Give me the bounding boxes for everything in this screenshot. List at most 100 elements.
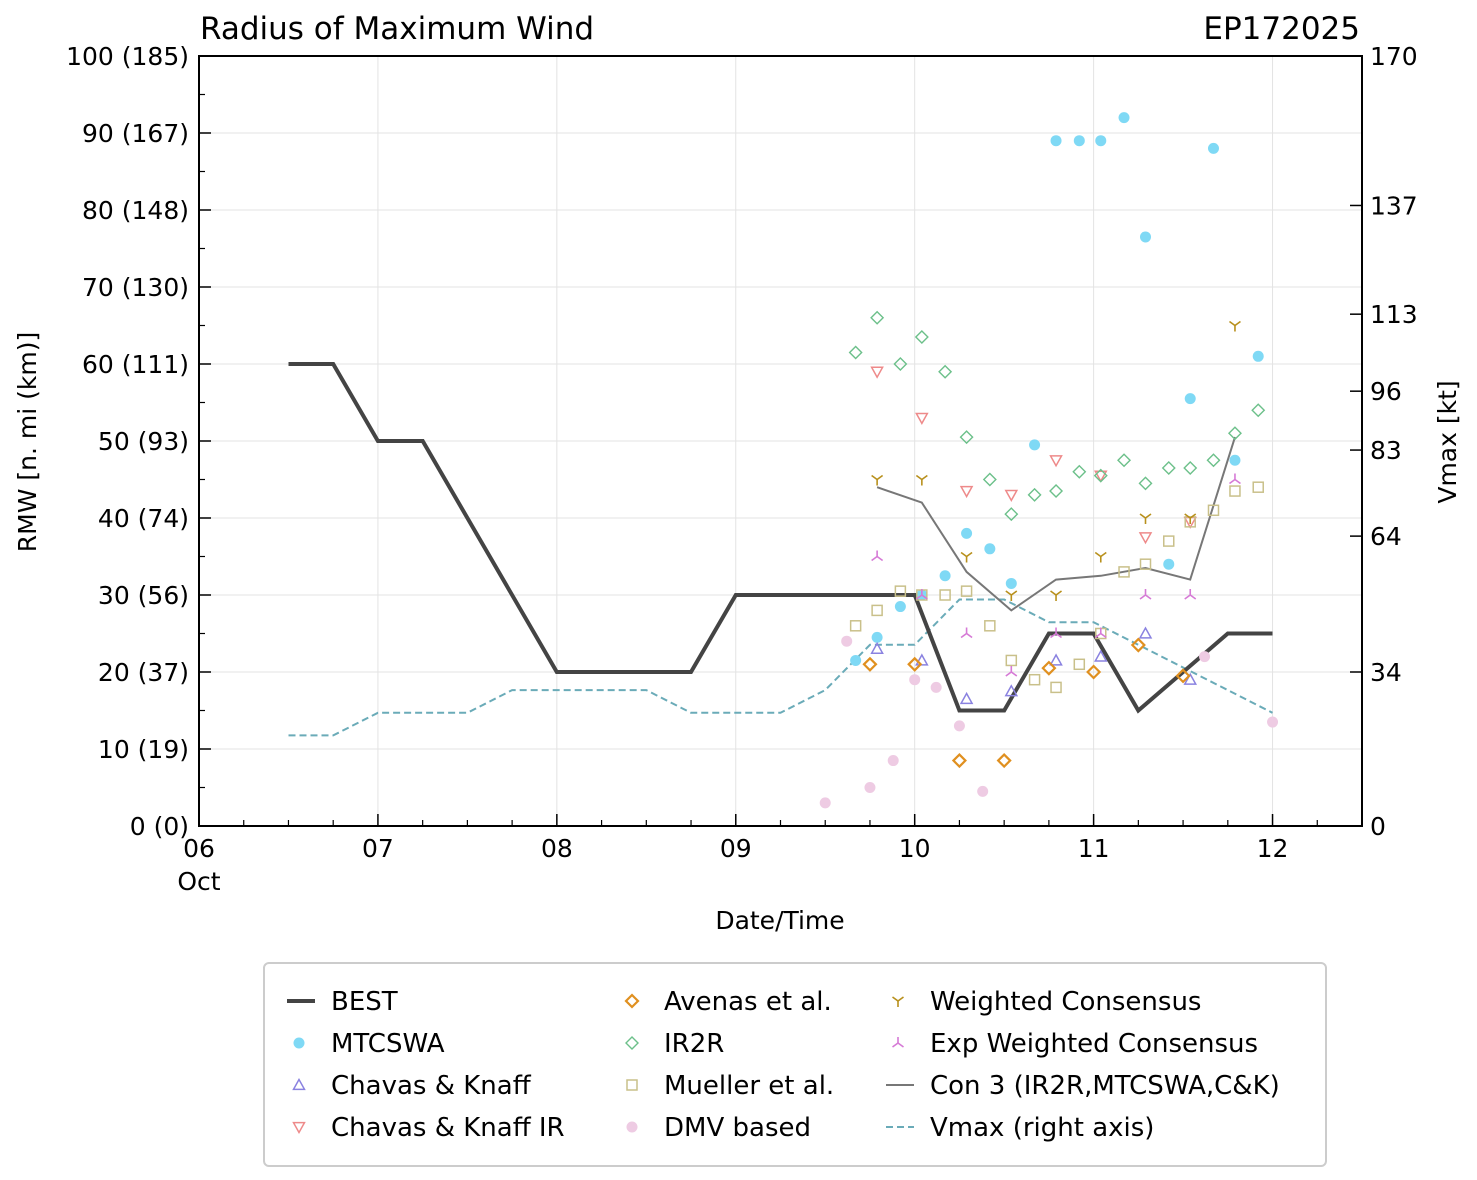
data-point-chavas-knaff-ir — [915, 412, 929, 425]
y-tick-label-left: 60 (111) — [82, 350, 189, 379]
data-point-weighted-consensus — [1228, 320, 1241, 332]
legend-item-con-3-ir2r-mtcswa-c-k: Con 3 (IR2R,MTCSWA,C&K) — [886, 1071, 1280, 1101]
series-ir2r — [848, 310, 1266, 522]
marker-stroke — [1139, 594, 1146, 600]
data-point-ir2r — [893, 357, 908, 371]
y-tick-label-left: 90 (167) — [82, 119, 189, 148]
series-avenas-et-al — [862, 637, 1191, 769]
series-chavas-knaff-ir — [870, 366, 1198, 545]
marker-stroke — [1050, 632, 1057, 639]
data-point-dmv-based — [864, 782, 876, 793]
legend-label: Con 3 (IR2R,MTCSWA,C&K) — [930, 1071, 1280, 1101]
data-point-weighted-consensus — [1005, 590, 1018, 601]
data-point-mueller-et-al — [1050, 681, 1062, 694]
marker-stroke — [1145, 594, 1152, 600]
y-tick-label-right: 64 — [1370, 522, 1402, 551]
legend-box — [263, 962, 1327, 1167]
legend-item-chavas-knaff: Chavas & Knaff — [292, 1071, 532, 1101]
data-point-chavas-knaff — [1093, 649, 1108, 662]
legend-label: Weighted Consensus — [930, 987, 1201, 1017]
legend-swatch — [625, 1036, 639, 1050]
data-point-mtcswa — [1005, 577, 1017, 589]
x-tick-label: 09 — [720, 834, 752, 863]
data-point-ir2r — [982, 472, 997, 487]
data-point-weighted-consensus — [915, 474, 928, 486]
legend-swatch — [892, 1037, 904, 1048]
marker-stroke — [1005, 671, 1012, 677]
data-point-avenas-et-al — [1086, 664, 1102, 680]
y-tick-label-left: 0 (0) — [130, 812, 189, 841]
data-point-weighted-consensus — [960, 551, 973, 563]
data-point-exp-weighted-consensus — [915, 589, 928, 600]
data-point-mtcswa — [850, 654, 862, 666]
marker-stroke — [897, 1042, 904, 1048]
data-point-dmv-based — [819, 797, 831, 809]
series-vmax-right-axis — [288, 598, 1273, 737]
marker-stroke — [1010, 590, 1018, 596]
series-exp-weighted-consensus — [871, 473, 1241, 677]
y-axis-label-left: RMW [n. mi (km)] — [13, 332, 42, 552]
x-axis-label: Date/Time — [715, 906, 844, 935]
legend-label: Mueller et al. — [664, 1071, 834, 1101]
legend-label: BEST — [331, 987, 398, 1017]
legend-swatch — [292, 1121, 306, 1135]
data-point-dmv-based — [1199, 651, 1211, 663]
marker-stroke — [1094, 632, 1102, 639]
marker-stroke — [1100, 551, 1107, 558]
y-tick-label-right: 137 — [1370, 191, 1418, 220]
x-tick-label: 08 — [541, 834, 573, 863]
marker-stroke — [1189, 513, 1197, 519]
storm-id: EP172025 — [1203, 11, 1360, 47]
y-tick-label-left: 80 (148) — [82, 196, 189, 225]
data-point-mueller-et-al — [1229, 485, 1241, 497]
data-point-chavas-knaff-ir — [1004, 489, 1019, 502]
data-point-ir2r — [1093, 468, 1108, 483]
y-tick-label-right: 83 — [1370, 436, 1402, 465]
marker-stroke — [915, 474, 923, 481]
data-point-avenas-et-al — [996, 752, 1012, 769]
series-dmv-based — [819, 635, 1279, 809]
marker-stroke — [960, 632, 968, 639]
y-tick-label-left: 20 (37) — [98, 658, 189, 687]
legend-item-dmv-based: DMV based — [626, 1113, 811, 1143]
marker-stroke — [1010, 671, 1018, 677]
data-point-chavas-knaff — [915, 653, 929, 666]
data-point-mueller-et-al — [871, 604, 883, 617]
legend-label: MTCSWA — [331, 1029, 445, 1059]
data-point-mueller-et-al — [1028, 673, 1041, 686]
y-tick-label-right: 96 — [1370, 377, 1402, 406]
legend-item-exp-weighted-consensus: Exp Weighted Consensus — [892, 1029, 1258, 1059]
legend-label: DMV based — [664, 1113, 811, 1143]
legend-item-mueller-et-al: Mueller et al. — [626, 1071, 834, 1101]
y-axis-label-right: Vmax [kt] — [1433, 380, 1462, 503]
marker-stroke — [876, 474, 884, 481]
data-point-mtcswa — [894, 601, 906, 613]
legend-swatch — [626, 1079, 638, 1091]
data-point-dmv-based — [887, 755, 899, 767]
data-point-chavas-knaff — [1049, 653, 1063, 666]
data-point-ir2r — [914, 330, 929, 345]
plot-series — [288, 112, 1279, 809]
data-point-mtcswa — [1163, 558, 1175, 570]
data-point-ir2r — [1004, 507, 1019, 522]
data-point-avenas-et-al — [1041, 660, 1057, 676]
data-point-chavas-knaff — [1138, 626, 1153, 639]
data-point-ir2r — [848, 345, 863, 360]
data-point-avenas-et-al — [907, 656, 923, 672]
y-tick-label-left: 70 (130) — [82, 273, 189, 302]
data-point-ir2r — [938, 364, 953, 379]
legend-label: Chavas & Knaff IR — [331, 1113, 565, 1143]
legend-item-vmax-right-axis: Vmax (right axis) — [886, 1113, 1154, 1143]
data-point-mueller-et-al — [849, 620, 862, 632]
data-point-mtcswa — [1118, 112, 1130, 124]
data-point-chavas-knaff — [959, 691, 974, 705]
data-point-chavas-knaff-ir — [959, 485, 974, 499]
data-point-ir2r — [1117, 453, 1132, 468]
y-tick-label-right: 170 — [1370, 42, 1418, 71]
data-point-dmv-based — [977, 785, 989, 797]
data-point-chavas-knaff-ir — [1093, 470, 1108, 483]
data-point-chavas-knaff-ir — [1138, 532, 1153, 545]
marker-stroke — [1228, 320, 1236, 327]
legend-item-best: BEST — [287, 987, 398, 1017]
data-point-mtcswa — [1184, 393, 1196, 405]
